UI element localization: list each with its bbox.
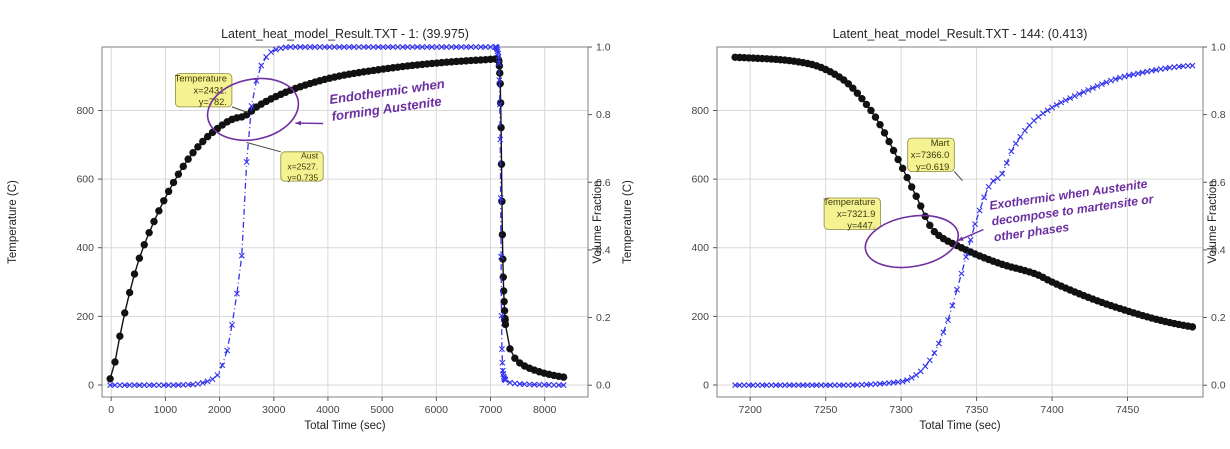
svg-text:1000: 1000: [154, 404, 178, 416]
svg-text:5000: 5000: [370, 404, 394, 416]
svg-text:7000: 7000: [479, 404, 503, 416]
svg-text:1.0: 1.0: [596, 42, 611, 54]
svg-text:7250: 7250: [814, 404, 838, 416]
svg-text:0.8: 0.8: [1211, 109, 1226, 121]
svg-text:600: 600: [691, 174, 709, 186]
svg-text:400: 400: [691, 242, 709, 254]
svg-text:600: 600: [76, 174, 94, 186]
svg-text:0.2: 0.2: [596, 312, 611, 324]
svg-text:x=7366.0: x=7366.0: [911, 150, 950, 160]
svg-text:7400: 7400: [1040, 404, 1064, 416]
svg-text:Total Time (sec): Total Time (sec): [919, 420, 1000, 432]
svg-text:7450: 7450: [1116, 404, 1140, 416]
svg-text:1.0: 1.0: [1211, 42, 1226, 54]
svg-text:8000: 8000: [533, 404, 557, 416]
svg-text:2000: 2000: [208, 404, 232, 416]
svg-text:0.8: 0.8: [596, 109, 611, 121]
svg-text:Temperature (C): Temperature (C): [7, 180, 19, 264]
svg-text:6000: 6000: [425, 404, 449, 416]
svg-text:Temperature: Temperature: [823, 197, 875, 207]
svg-text:200: 200: [691, 311, 709, 323]
svg-text:7350: 7350: [965, 404, 989, 416]
svg-text:0.0: 0.0: [596, 380, 611, 392]
svg-text:y=447.: y=447.: [847, 221, 875, 231]
svg-text:Latent_heat_model_Result.TXT -: Latent_heat_model_Result.TXT - 144: (0.4…: [833, 27, 1088, 41]
svg-text:3000: 3000: [262, 404, 286, 416]
svg-text:Total Time (sec): Total Time (sec): [304, 420, 385, 432]
svg-text:Aust: Aust: [301, 150, 319, 160]
svg-text:0.0: 0.0: [1211, 380, 1226, 392]
svg-text:400: 400: [76, 242, 94, 254]
svg-text:4000: 4000: [316, 404, 340, 416]
svg-text:200: 200: [76, 311, 94, 323]
svg-text:x=7321.9: x=7321.9: [837, 209, 876, 219]
svg-text:Volume Fraction: Volume Fraction: [1207, 180, 1219, 263]
svg-text:Mart: Mart: [931, 138, 950, 148]
svg-text:y=0.735: y=0.735: [287, 173, 318, 183]
svg-text:0: 0: [88, 380, 94, 392]
svg-text:0.2: 0.2: [1211, 312, 1226, 324]
svg-text:0: 0: [108, 404, 114, 416]
svg-text:Volume Fraction: Volume Fraction: [592, 180, 604, 263]
svg-text:7300: 7300: [889, 404, 913, 416]
svg-text:y=0.619: y=0.619: [916, 162, 949, 172]
svg-text:800: 800: [76, 105, 94, 117]
svg-text:800: 800: [691, 105, 709, 117]
svg-text:Latent_heat_model_Result.TXT -: Latent_heat_model_Result.TXT - 1: (39.97…: [221, 27, 469, 41]
svg-text:7200: 7200: [739, 404, 763, 416]
svg-text:0: 0: [703, 380, 709, 392]
svg-text:Temperature (C): Temperature (C): [622, 180, 634, 264]
svg-text:x=2527.: x=2527.: [287, 161, 318, 171]
svg-text:Temperature: Temperature: [175, 74, 227, 84]
